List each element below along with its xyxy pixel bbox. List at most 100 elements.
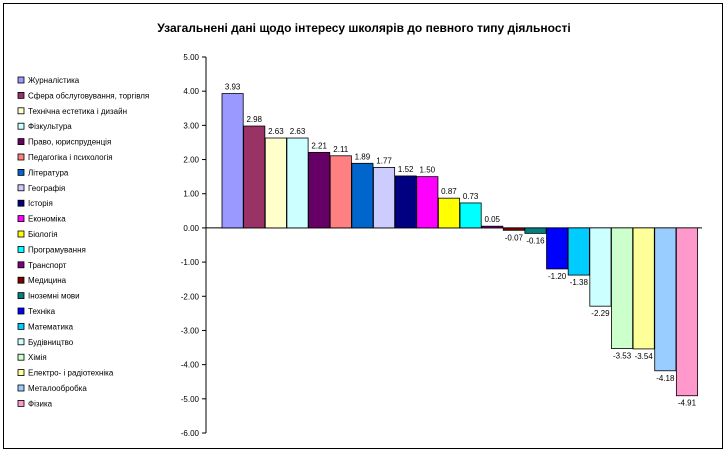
data-label: 2.63 (290, 127, 306, 136)
legend-label: Математика (28, 322, 74, 331)
legend-swatch (17, 168, 25, 176)
legend-label: Програмування (28, 245, 86, 254)
legend-label: Електро- і радіотехніка (28, 369, 114, 378)
legend-label: Металообробка (28, 384, 87, 393)
bar (221, 93, 244, 229)
data-label: 1.77 (376, 156, 392, 165)
y-tick-label: -6.00 (181, 429, 200, 438)
data-label: 0.87 (441, 187, 457, 196)
y-tick-label: 3.00 (183, 121, 199, 130)
bar (308, 151, 331, 229)
y-tick-label: 4.00 (183, 87, 199, 96)
legend-swatch (17, 384, 25, 392)
legend-label: Право, юриспруденція (28, 138, 111, 147)
legend-label: Іноземні мови (28, 292, 80, 301)
bar (437, 197, 460, 229)
legend-label: Журналістика (28, 76, 80, 85)
data-label: 2.11 (333, 145, 349, 154)
legend-label: Хімія (28, 353, 47, 362)
bar (286, 137, 309, 229)
legend-label: Історія (28, 199, 53, 208)
legend-swatch (17, 369, 25, 377)
bar (589, 227, 612, 307)
data-label: -4.18 (656, 374, 675, 383)
bar (416, 176, 439, 229)
legend-label: Сфера обслуговування, торгівля (28, 91, 149, 100)
data-label: -2.29 (591, 309, 610, 318)
bar (351, 162, 374, 229)
bar (394, 175, 417, 229)
legend-swatch (17, 276, 25, 284)
legend-swatch (17, 107, 25, 115)
legend-label: Географія (28, 184, 65, 193)
legend-swatch (17, 261, 25, 269)
legend-label: Технічна естетика і дизайн (28, 107, 127, 116)
legend-swatch (17, 230, 25, 238)
y-tick-label: 0.00 (183, 224, 199, 233)
data-label: 2.21 (311, 141, 327, 150)
data-label: 1.89 (355, 152, 371, 161)
legend-swatch (17, 184, 25, 192)
bar (502, 227, 525, 231)
bar (632, 227, 655, 350)
data-label: 1.52 (398, 165, 414, 174)
legend-swatch (17, 76, 25, 84)
legend-label: Транспорт (28, 261, 67, 270)
legend-swatch (17, 122, 25, 130)
bar (675, 227, 698, 397)
legend-swatch (17, 153, 25, 161)
data-label: -1.38 (570, 278, 589, 287)
bar (481, 225, 504, 229)
legend-label: Медицина (28, 276, 67, 285)
chart-title: Узагальнені дані щодо інтересу школярів … (157, 21, 571, 35)
legend-swatch (17, 92, 25, 99)
bar (567, 227, 590, 276)
legend-label: Будівництво (28, 338, 74, 347)
y-tick-label: -2.00 (181, 292, 200, 301)
bars (221, 93, 698, 397)
y-tick-label: -4.00 (181, 361, 200, 370)
y-tick-label: 2.00 (183, 156, 199, 165)
data-label: -4.91 (678, 399, 697, 408)
legend-swatch (17, 307, 25, 315)
legend-label: Фізика (28, 399, 53, 408)
legend-label: Педагогіка і психологія (28, 153, 113, 162)
data-label: 2.63 (268, 127, 284, 136)
bar (459, 202, 482, 229)
y-tick-label: 1.00 (183, 190, 199, 199)
legend-swatch (17, 338, 25, 346)
bar (524, 227, 547, 234)
data-label: 3.93 (225, 83, 241, 92)
bar (243, 125, 266, 229)
legend-swatch (17, 399, 25, 407)
legend-swatch (17, 199, 25, 207)
data-labels: 3.93 2.98 2.63 2.63 2.21 2.11 1.89 1.77 1.52 1.50… (225, 83, 697, 408)
data-label: -0.07 (505, 233, 524, 242)
legend-swatch (17, 245, 25, 253)
bar (546, 227, 569, 270)
bar (654, 227, 677, 372)
legend-swatch (17, 292, 25, 300)
y-tick-label: 5.00 (183, 53, 199, 62)
y-tick-label: -1.00 (181, 258, 200, 267)
data-label: 0.73 (463, 192, 479, 201)
legend-swatch (17, 138, 25, 146)
legend-label: Фізкультура (28, 122, 72, 131)
data-label: -0.16 (526, 236, 545, 245)
legend-label: Техніка (28, 307, 56, 316)
data-label: 2.98 (246, 115, 262, 124)
data-label: -3.54 (635, 352, 654, 361)
legend-swatch (17, 353, 25, 361)
bar (373, 167, 396, 229)
legend-swatch (17, 322, 25, 330)
data-label: -1.20 (548, 272, 567, 281)
y-tick-label: -5.00 (181, 395, 200, 404)
y-tick-label: -3.00 (181, 326, 200, 335)
legend-label: Література (28, 168, 69, 177)
data-label: 0.05 (484, 215, 500, 224)
data-label: -3.53 (613, 352, 632, 361)
legend: Журналістика Сфера обслуговування, торгів… (17, 76, 149, 408)
bar (329, 155, 352, 229)
legend-label: Біологія (28, 230, 58, 239)
